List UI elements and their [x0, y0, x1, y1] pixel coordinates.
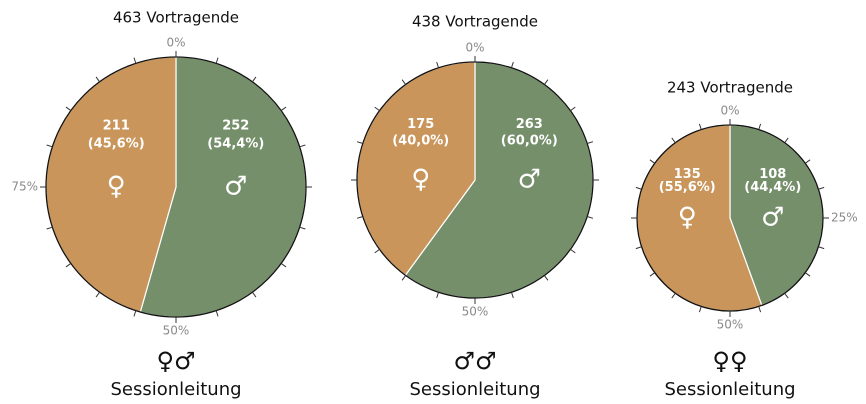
- tick-mark: [671, 292, 676, 299]
- tick-mark: [784, 292, 789, 299]
- tick-mark: [649, 272, 656, 277]
- tick-mark: [570, 106, 576, 112]
- value-label: 211: [103, 118, 130, 133]
- tick-mark: [356, 141, 363, 145]
- tick-mark: [401, 79, 407, 85]
- tick-label: 50%: [163, 324, 190, 338]
- share-label: (40,0%): [392, 134, 449, 149]
- tick-label: 0%: [465, 41, 484, 55]
- tick-label: 75%: [11, 180, 38, 194]
- gender-symbol: ♂: [518, 165, 541, 195]
- value-label: 135: [674, 167, 701, 182]
- session-symbols: ♀♀: [712, 347, 747, 375]
- tick-mark: [252, 76, 257, 83]
- tick-mark: [374, 106, 380, 112]
- session-label: Sessionleitung: [664, 379, 795, 400]
- tick-mark: [543, 275, 549, 281]
- value-label: 263: [516, 117, 543, 132]
- share-label: (60,0%): [501, 134, 558, 149]
- tick-mark: [133, 310, 137, 317]
- gender-symbol: ♀: [678, 203, 697, 233]
- tick-mark: [804, 159, 811, 164]
- tick-mark: [804, 272, 811, 277]
- pie-title: 243 Vortragende: [667, 79, 793, 97]
- tick-mark: [758, 306, 762, 313]
- tick-mark: [510, 61, 514, 68]
- tick-label: 50%: [462, 305, 489, 319]
- share-label: (55,6%): [659, 180, 716, 195]
- tick-mark: [252, 291, 257, 298]
- share-label: (45,6%): [88, 137, 145, 152]
- tick-mark: [635, 246, 642, 250]
- session-label: Sessionleitung: [409, 379, 540, 400]
- gender-symbol: ♂: [224, 172, 247, 202]
- tick-mark: [698, 306, 702, 313]
- tick-mark: [543, 79, 549, 85]
- gender-symbol: ♂: [761, 203, 784, 233]
- tick-mark: [784, 137, 789, 144]
- tick-mark: [65, 106, 72, 111]
- value-label: 175: [407, 117, 434, 132]
- tick-mark: [95, 76, 100, 83]
- tick-mark: [401, 275, 407, 281]
- tick-mark: [510, 292, 514, 299]
- tick-mark: [46, 144, 53, 148]
- tick-mark: [299, 226, 306, 230]
- tick-mark: [374, 248, 380, 254]
- tick-mark: [436, 292, 440, 299]
- tick-mark: [215, 310, 219, 317]
- tick-mark: [818, 246, 825, 250]
- tick-label: 0%: [166, 36, 185, 50]
- pie-title: 438 Vortragende: [412, 13, 538, 31]
- share-label: (54,4%): [207, 137, 264, 152]
- tick-label: 50%: [717, 318, 744, 332]
- tick-mark: [570, 248, 576, 254]
- tick-mark: [133, 57, 137, 64]
- tick-mark: [46, 226, 53, 230]
- tick-mark: [280, 106, 287, 111]
- share-label: (44,4%): [744, 180, 801, 195]
- gender-symbol: ♀: [107, 172, 126, 202]
- session-symbols: ♀♂: [156, 347, 195, 375]
- tick-mark: [356, 215, 363, 219]
- session-label: Sessionleitung: [110, 379, 241, 400]
- tick-mark: [587, 141, 594, 145]
- pie-title: 463 Vortragende: [113, 9, 239, 27]
- tick-mark: [299, 144, 306, 148]
- gender-symbol: ♀: [411, 165, 430, 195]
- tick-mark: [436, 61, 440, 68]
- tick-mark: [649, 159, 656, 164]
- value-label: 252: [222, 118, 249, 133]
- tick-mark: [671, 137, 676, 144]
- tick-mark: [95, 291, 100, 298]
- tick-mark: [758, 123, 762, 130]
- tick-label: 25%: [831, 211, 858, 225]
- tick-mark: [215, 57, 219, 64]
- tick-label: 0%: [720, 104, 739, 118]
- session-symbols: ♂♂: [453, 347, 496, 375]
- tick-mark: [280, 263, 287, 268]
- tick-mark: [65, 263, 72, 268]
- tick-mark: [818, 186, 825, 190]
- value-label: 108: [759, 167, 786, 182]
- tick-mark: [635, 186, 642, 190]
- tick-mark: [698, 123, 702, 130]
- tick-mark: [587, 215, 594, 219]
